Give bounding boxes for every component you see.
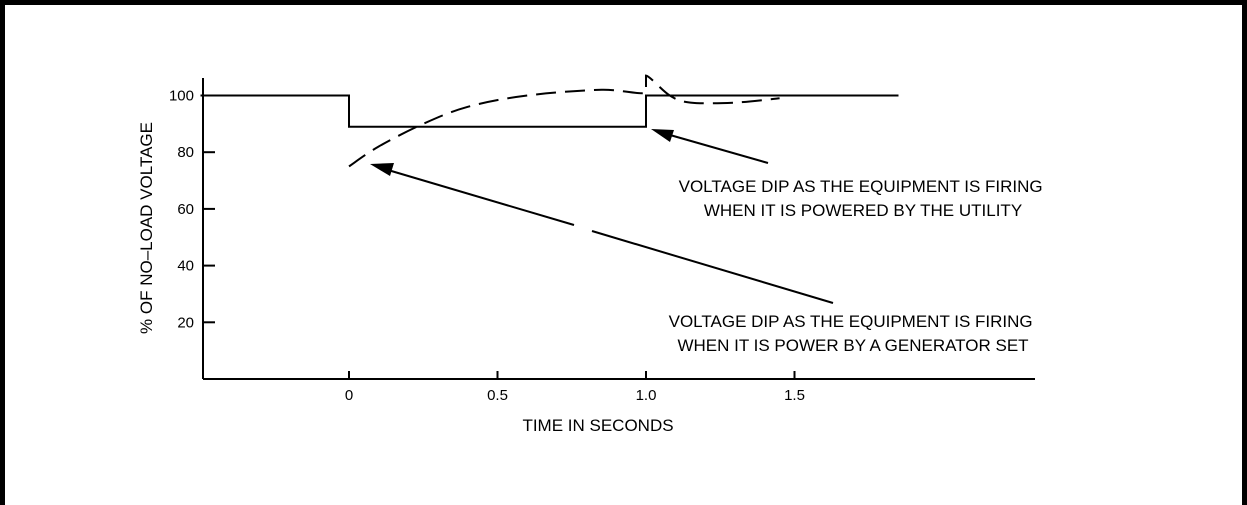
annotation-arrow-generator — [370, 163, 834, 304]
series-line-utility — [200, 94, 899, 128]
x-axis-title: TIME IN SECONDS — [522, 416, 673, 435]
x-tick-label: 0 — [345, 387, 353, 404]
annotation-generator-line-2: WHEN IT IS POWER BY A GENERATOR SET — [677, 336, 1028, 355]
annotation-utility-line-1: VOLTAGE DIP AS THE EQUIPMENT IS FIRING — [679, 177, 1043, 196]
y-tick-label: 100 — [169, 88, 194, 105]
y-tick-label: 40 — [177, 258, 194, 275]
annotation-utility: VOLTAGE DIP AS THE EQUIPMENT IS FIRING W… — [679, 177, 1048, 220]
x-tick-label: 0.5 — [487, 387, 508, 404]
arrow-generator-shaft-upper — [387, 169, 575, 226]
x-tick-label: 1.5 — [784, 387, 805, 404]
annotation-utility-line-2: WHEN IT IS POWERED BY THE UTILITY — [704, 201, 1022, 220]
y-tick-label: 20 — [177, 314, 194, 331]
series-layer — [200, 74, 899, 168]
annotation-generator: VOLTAGE DIP AS THE EQUIPMENT IS FIRING W… — [669, 312, 1038, 355]
y-axis-title: % OF NO–LOAD VOLTAGE — [137, 122, 156, 334]
y-tick-label: 80 — [177, 144, 194, 161]
y-tick-label: 60 — [177, 201, 194, 218]
series-line-generator — [348, 74, 780, 168]
arrow-utility-head — [651, 129, 674, 142]
x-tick-label: 1.0 — [636, 387, 657, 404]
arrow-generator-shaft-lower — [591, 230, 834, 304]
annotation-generator-line-1: VOLTAGE DIP AS THE EQUIPMENT IS FIRING — [669, 312, 1033, 331]
x-ticks: 0 0.5 1.0 1.5 — [345, 371, 805, 404]
arrow-utility-shaft — [662, 132, 769, 164]
arrow-generator-head — [370, 163, 394, 176]
annotation-arrow-utility — [651, 129, 769, 164]
y-ticks: 20 40 60 80 100 — [169, 88, 215, 331]
